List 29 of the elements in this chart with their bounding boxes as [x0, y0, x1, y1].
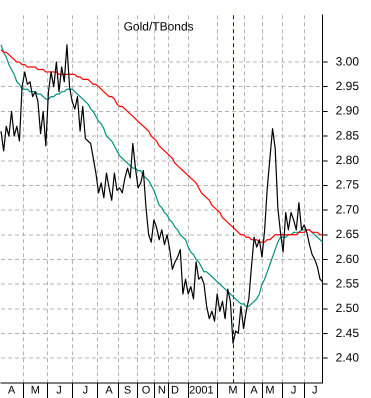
chart-title: Gold/TBonds [124, 20, 194, 34]
y-tick-label: 2.90 [336, 104, 360, 118]
y-tick-label: 2.85 [336, 128, 360, 142]
x-tick-label: A [105, 384, 114, 396]
y-tick-label: 2.60 [336, 252, 360, 266]
y-tick-label: 2.80 [336, 153, 360, 168]
x-tick-label: D [171, 384, 180, 396]
y-tick-label: 2.70 [336, 202, 360, 216]
x-tick-label: M [228, 384, 238, 396]
x-tick-label: J [290, 384, 296, 396]
x-tick-label: M [30, 384, 40, 396]
x-tick-label: S [124, 384, 132, 396]
x-tick-label: A [250, 384, 258, 396]
y-tick-label: 2.40 [336, 350, 360, 364]
x-tick-label: J [82, 384, 88, 396]
y-tick-label: 3.00 [336, 54, 360, 68]
x-tick-label: N [158, 384, 166, 396]
y-tick-label: 2.75 [336, 178, 360, 192]
x-tick-label: M [265, 384, 274, 396]
y-tick-label: 2.55 [336, 276, 360, 290]
x-tick-label: J [56, 384, 62, 396]
y-tick-label: 2.95 [336, 79, 360, 94]
x-tick-label: J [312, 384, 318, 396]
y-tick-label: 2.45 [336, 326, 360, 340]
x-tick-label: 2001 [189, 384, 214, 396]
x-tick-label: A [8, 384, 16, 396]
y-tick-label: 2.50 [336, 301, 360, 316]
x-tick-label: O [142, 384, 151, 396]
y-tick-label: 2.65 [336, 227, 360, 242]
